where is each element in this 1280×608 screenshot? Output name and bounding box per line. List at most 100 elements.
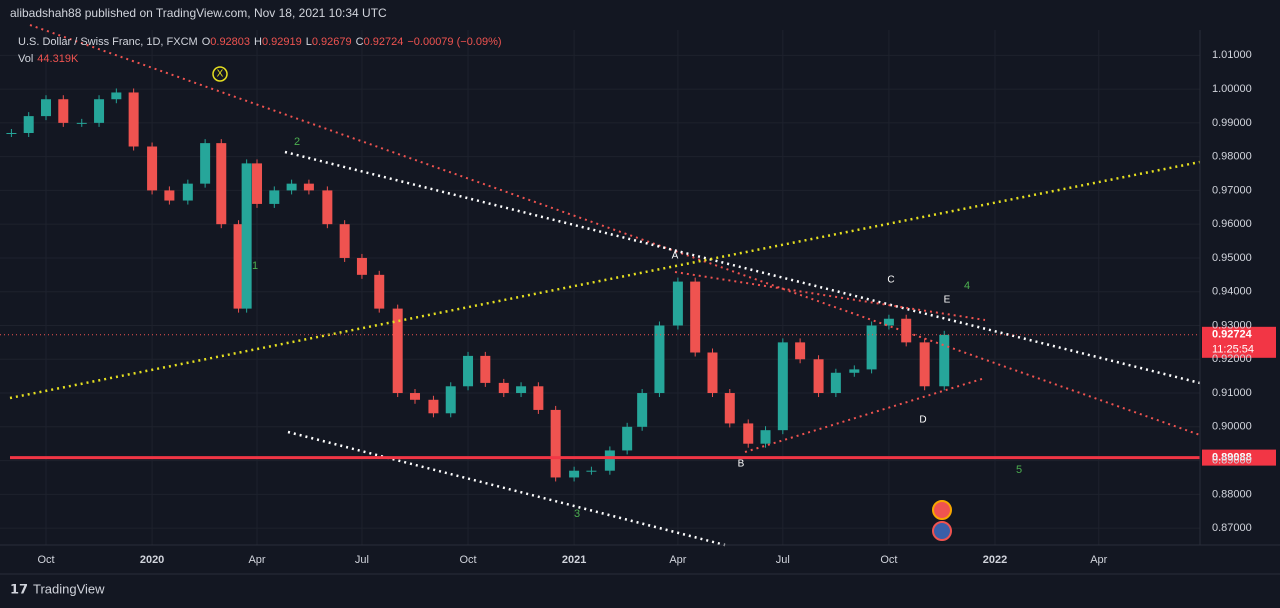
event-icon[interactable] [932, 500, 952, 520]
levels: 0.89088 0.92724 11:25:54 [0, 326, 1276, 466]
ohlc-value: 0.92724 [364, 36, 404, 48]
support-label: 0.89088 [1212, 452, 1252, 464]
candle [147, 146, 158, 191]
wave-label: 5 [1016, 464, 1022, 476]
countdown: 11:25:54 [1212, 344, 1254, 356]
grid [0, 30, 1200, 545]
vol-key: Vol [18, 53, 33, 65]
candle [252, 163, 263, 204]
candle [866, 325, 877, 370]
candle [428, 399, 439, 414]
wave-label: D [919, 415, 926, 426]
ohlc-key: O [202, 36, 211, 48]
ohlc-key: L [306, 36, 312, 48]
publisher: alibadshah88 published on TradingView.co… [10, 6, 387, 20]
candle [830, 372, 841, 394]
candle [111, 92, 122, 100]
price-label-box [1202, 326, 1276, 358]
candle [23, 116, 34, 133]
candle [164, 190, 175, 201]
candle [724, 393, 735, 424]
x-tick-label: 2021 [562, 554, 586, 566]
x-tick-label: 2020 [140, 554, 164, 566]
wave-label: B [738, 459, 745, 470]
candle [849, 369, 860, 373]
y-tick-label: 0.94000 [1212, 286, 1252, 298]
candle [322, 190, 333, 225]
candle [76, 122, 87, 124]
candle [233, 224, 244, 309]
candle [409, 393, 420, 400]
y-tick-label: 0.89000 [1212, 454, 1252, 466]
candle [622, 426, 633, 451]
candle [182, 183, 193, 201]
candle [498, 382, 509, 394]
candle [672, 281, 683, 326]
trendline [9, 160, 1201, 400]
wave-label: X [217, 69, 224, 80]
x-tick-label: Oct [37, 554, 54, 566]
candle [58, 99, 69, 123]
wave-label: 2 [294, 136, 300, 148]
trendline [284, 150, 1201, 385]
y-tick-label: 0.95000 [1212, 252, 1252, 264]
y-tick-label: 0.97000 [1212, 184, 1252, 196]
candle [241, 163, 252, 309]
brand-logo: 𝟭𝟳 [10, 581, 28, 596]
candle [286, 183, 297, 191]
candle [901, 318, 912, 343]
candle [795, 342, 806, 360]
candle [392, 308, 403, 394]
ohlc-value: 0.92919 [262, 36, 302, 48]
price-label-box [1202, 449, 1276, 466]
candle [303, 183, 314, 191]
y-tick-label: 1.01000 [1212, 49, 1252, 61]
volume: Vol 44.319K [18, 53, 79, 65]
candle [654, 325, 665, 394]
y-tick-label: 0.88000 [1212, 488, 1252, 500]
x-tick-label: Oct [459, 554, 476, 566]
y-tick-label: 0.91000 [1212, 387, 1252, 399]
candle [94, 99, 105, 123]
last-price-label: 0.92724 [1212, 329, 1253, 341]
y-tick-label: 0.99000 [1212, 117, 1252, 129]
wave-label: E [944, 295, 951, 306]
ohlc-value: 0.92679 [312, 36, 352, 48]
candle [269, 190, 280, 204]
candle [939, 334, 950, 387]
ohlc-key: H [254, 36, 262, 48]
x-tick-label: 2022 [983, 554, 1007, 566]
candle [41, 99, 51, 117]
candle [128, 92, 139, 147]
brand[interactable]: TradingView [33, 581, 105, 596]
candle [586, 470, 597, 472]
event-icon[interactable] [932, 521, 952, 541]
candles [6, 88, 950, 482]
candle [569, 470, 580, 478]
candle [813, 359, 824, 394]
x-tick-label: Apr [669, 554, 686, 566]
x-tick-label: Apr [248, 554, 265, 566]
candle [777, 342, 788, 431]
y-tick-label: 0.96000 [1212, 218, 1252, 230]
y-tick-label: 0.87000 [1212, 522, 1252, 534]
candle [760, 430, 771, 444]
y-tick-label: 0.90000 [1212, 421, 1252, 433]
change: −0.00079 (−0.09%) [407, 36, 501, 48]
trendline [674, 271, 986, 321]
x-tick-label: Jul [776, 554, 790, 566]
candle [883, 318, 894, 326]
symbol: U.S. Dollar / Swiss Franc, 1D, FXCM [18, 36, 198, 48]
candle [339, 224, 350, 258]
candle [216, 143, 227, 225]
candle [604, 450, 615, 471]
x-tick-label: Apr [1090, 554, 1107, 566]
wave-label: C [887, 275, 894, 286]
candle [374, 274, 385, 309]
candle [637, 393, 648, 427]
candle [743, 423, 754, 444]
candle [480, 355, 491, 383]
vol-value: 44.319K [37, 53, 79, 65]
